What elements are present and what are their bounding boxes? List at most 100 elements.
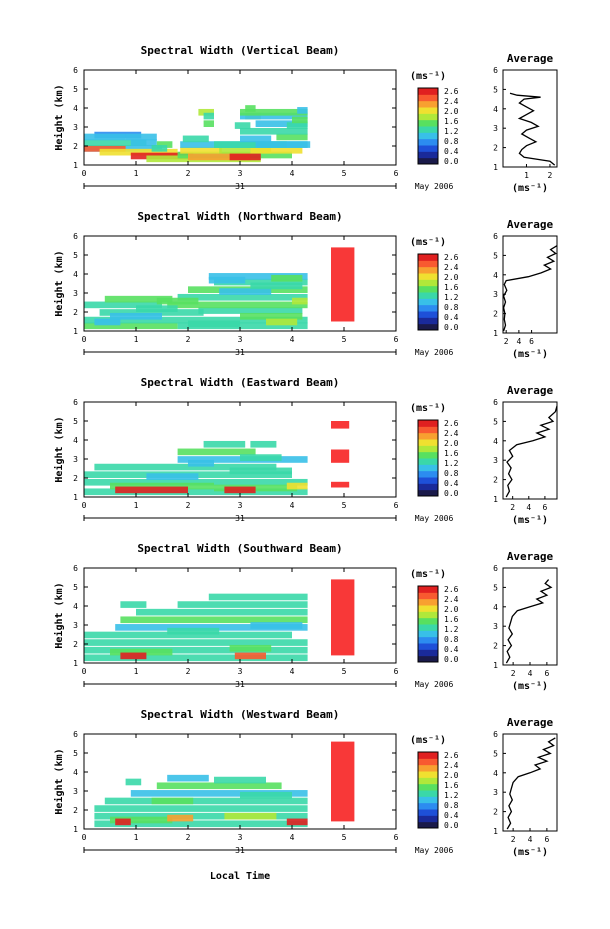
data-cell (84, 316, 308, 324)
average-y-tick-label: 6 (493, 564, 498, 573)
data-cell (208, 273, 308, 280)
colorbar-segment (418, 477, 438, 484)
flag-block (331, 421, 350, 429)
data-cell (177, 322, 308, 330)
data-cell (94, 805, 308, 812)
data-cell (84, 301, 162, 309)
y-tick-label: 5 (73, 749, 78, 758)
x-tick-label: 5 (342, 335, 347, 344)
average-x-tick-label: 2 (504, 337, 509, 346)
panel-title: Spectral Width (Northward Beam) (137, 210, 342, 223)
x-tick-label: 0 (82, 169, 87, 178)
data-cell (104, 797, 308, 805)
colorbar-segment (418, 655, 438, 663)
average-y-tick-label: 2 (493, 476, 498, 485)
data-cell (250, 622, 303, 629)
colorbar-segment (418, 420, 438, 427)
data-cell (84, 139, 147, 146)
data-cell (276, 133, 308, 141)
x-tick-label: 0 (82, 501, 87, 510)
colorbar-segment (418, 752, 438, 759)
average-y-tick-label: 3 (493, 788, 498, 797)
average-unit-label: (ms⁻¹) (512, 515, 548, 526)
data-cell (240, 312, 303, 320)
data-cell (229, 467, 292, 475)
colorbar-segment (418, 94, 438, 102)
colorbar-segment (418, 777, 438, 785)
data-cell (214, 141, 287, 148)
y-tick-label: 5 (73, 85, 78, 94)
colorbar-segment (418, 298, 438, 306)
data-cell (208, 593, 308, 601)
average-y-tick-label: 3 (493, 290, 498, 299)
colorbar-tick-label: 2.4 (444, 595, 459, 604)
unit-label: (ms⁻¹) (410, 569, 446, 580)
data-cell (188, 153, 251, 161)
data-cell (151, 797, 194, 805)
colorbar-segment (418, 119, 438, 127)
average-unit-label: (ms⁻¹) (512, 847, 548, 858)
colorbar-segment (418, 611, 438, 619)
data-cell (99, 309, 204, 316)
data-cell (214, 278, 308, 286)
average-x-tick-label: 6 (542, 503, 547, 512)
colorbar-tick-label: 2.6 (444, 419, 459, 428)
flag-block (331, 274, 337, 284)
colorbar-segment (418, 311, 438, 318)
colorbar-segment (418, 598, 438, 606)
data-cell (177, 448, 256, 456)
x-tick-label: 6 (394, 501, 399, 510)
data-cell (234, 122, 251, 129)
average-y-tick-label: 6 (493, 66, 498, 75)
data-cell (240, 127, 308, 135)
y-tick-label: 3 (73, 621, 78, 630)
data-cell (84, 488, 308, 496)
data-cell (229, 644, 272, 652)
colorbar-segment (418, 304, 438, 312)
average-y-tick-label: 3 (493, 124, 498, 133)
average-y-tick-label: 1 (493, 495, 498, 504)
x-tick-label: 4 (290, 667, 295, 676)
colorbar-segment (418, 483, 438, 491)
colorbar-tick-label: 2.6 (444, 87, 459, 96)
data-cell (115, 818, 131, 826)
average-y-tick-label: 2 (493, 310, 498, 319)
flag-block (331, 579, 355, 656)
data-cell (84, 646, 308, 654)
flag-block (331, 800, 337, 810)
data-cell (151, 145, 168, 152)
y-tick-label: 2 (73, 806, 78, 815)
data-cell (125, 133, 157, 141)
flag-block (331, 741, 355, 822)
x-tick-label: 1 (134, 501, 139, 510)
colorbar-segment (418, 279, 438, 287)
data-cell (130, 790, 308, 797)
average-y-tick-label: 6 (493, 398, 498, 407)
colorbar-segment (418, 790, 438, 797)
data-cell (177, 293, 308, 301)
average-x-tick-label: 4 (526, 503, 531, 512)
colorbar-tick-label: 0.0 (444, 157, 459, 166)
data-cell (234, 652, 266, 660)
y-tick-label: 4 (73, 104, 78, 113)
data-cell (180, 146, 222, 154)
average-x-tick-label: 4 (516, 337, 521, 346)
colorbar-tick-label: 0.8 (444, 801, 459, 810)
colorbar-segment (418, 273, 438, 280)
data-cell (110, 816, 173, 824)
average-x-tick-label: 2 (510, 503, 515, 512)
x-tick-label: 4 (290, 169, 295, 178)
colorbar-segment (418, 592, 438, 600)
data-cell (84, 478, 308, 486)
average-title: Average (507, 52, 554, 65)
average-x-tick-label: 2 (511, 835, 516, 844)
colorbar-segment (418, 617, 438, 625)
y-tick-label: 5 (73, 251, 78, 260)
flag-block (331, 634, 337, 644)
y-tick-label: 5 (73, 583, 78, 592)
colorbar-segment (418, 107, 438, 114)
colorbar-segment (418, 439, 438, 446)
day-label: 31 (235, 182, 245, 191)
colorbar-frame (417, 585, 439, 663)
